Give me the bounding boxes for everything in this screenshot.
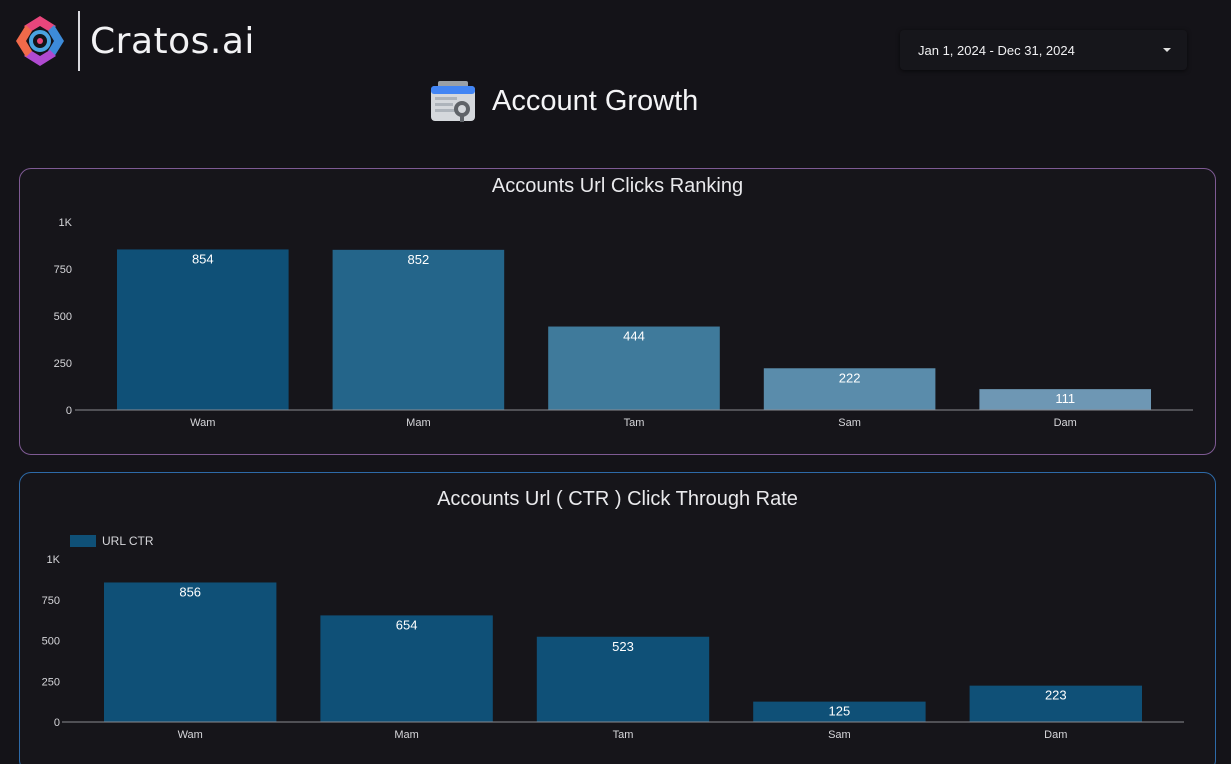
y-tick-label: 750 xyxy=(42,595,60,607)
bar xyxy=(320,615,493,722)
data-label: 856 xyxy=(179,584,201,599)
url-ctr-bar-chart: 0 250 500 750 1K 856 Wam 654 Mam 523 Tam 125 Sam 223 D… xyxy=(42,534,1184,741)
chart-title: Accounts Url Clicks Ranking xyxy=(491,175,744,197)
y-tick-label: 500 xyxy=(42,636,60,648)
date-range-label: Jan 1, 2024 - Dec 31, 2024 xyxy=(918,42,1075,58)
data-label: 111 xyxy=(1055,391,1075,406)
y-tick-label: 1K xyxy=(47,554,61,566)
chart-title: Accounts Url ( CTR ) Click Through Rate xyxy=(437,488,798,510)
logo-divider xyxy=(78,11,80,71)
url-ctr-panel: Accounts Url ( CTR ) Click Through Rate … xyxy=(19,472,1216,764)
page-title-text: Account Growth xyxy=(492,84,699,117)
bar xyxy=(117,249,289,410)
data-label: 125 xyxy=(829,704,851,719)
x-tick-label: Sam xyxy=(838,417,861,429)
legend-label: URL CTR xyxy=(102,534,154,548)
data-label: 523 xyxy=(612,639,634,654)
bar xyxy=(763,368,936,410)
y-tick-label: 0 xyxy=(54,717,60,729)
bar xyxy=(104,582,277,722)
x-tick-label: Tam xyxy=(613,729,634,741)
y-tick-label: 750 xyxy=(54,264,72,276)
url-clicks-bar-chart: 0 250 500 750 1K 854 Wam 852 Mam 444 Tam 222 Sam 111 D… xyxy=(54,217,1193,429)
y-tick-label: 250 xyxy=(54,358,72,370)
brand-name: Cratos.ai xyxy=(90,20,255,62)
x-tick-label: Dam xyxy=(1054,417,1077,429)
data-label: 852 xyxy=(408,252,430,267)
y-tick-label: 250 xyxy=(42,676,60,688)
date-range-picker[interactable]: Jan 1, 2024 - Dec 31, 2024 xyxy=(900,30,1187,70)
data-label: 222 xyxy=(839,370,861,385)
data-label: 854 xyxy=(192,251,214,266)
x-tick-label: Dam xyxy=(1044,729,1067,741)
legend-swatch xyxy=(70,535,96,547)
chevron-down-icon[interactable] xyxy=(1163,48,1171,52)
data-label: 444 xyxy=(623,329,645,344)
y-tick-label: 500 xyxy=(54,311,72,323)
x-tick-label: Wam xyxy=(190,417,215,429)
data-label: 654 xyxy=(396,617,418,632)
y-tick-label: 0 xyxy=(66,405,72,417)
x-tick-label: Sam xyxy=(828,729,851,741)
bar xyxy=(332,249,505,410)
url-clicks-ranking-panel: Accounts Url Clicks Ranking 0 250 500 750 1K… xyxy=(19,168,1216,455)
bar xyxy=(536,636,710,722)
cratos-logo-icon xyxy=(16,16,64,66)
brand-logo[interactable]: Cratos.ai xyxy=(12,10,255,72)
data-label: 223 xyxy=(1045,688,1067,703)
page-title: Account Growth xyxy=(430,80,698,122)
bar xyxy=(979,389,1151,410)
bar xyxy=(969,685,1142,722)
x-tick-label: Mam xyxy=(394,729,418,741)
bar xyxy=(753,701,926,722)
x-tick-label: Mam xyxy=(406,417,430,429)
x-tick-label: Tam xyxy=(624,417,645,429)
y-tick-label: 1K xyxy=(59,217,73,229)
search-console-icon xyxy=(431,81,475,122)
x-tick-label: Wam xyxy=(178,729,203,741)
bar xyxy=(548,326,720,410)
